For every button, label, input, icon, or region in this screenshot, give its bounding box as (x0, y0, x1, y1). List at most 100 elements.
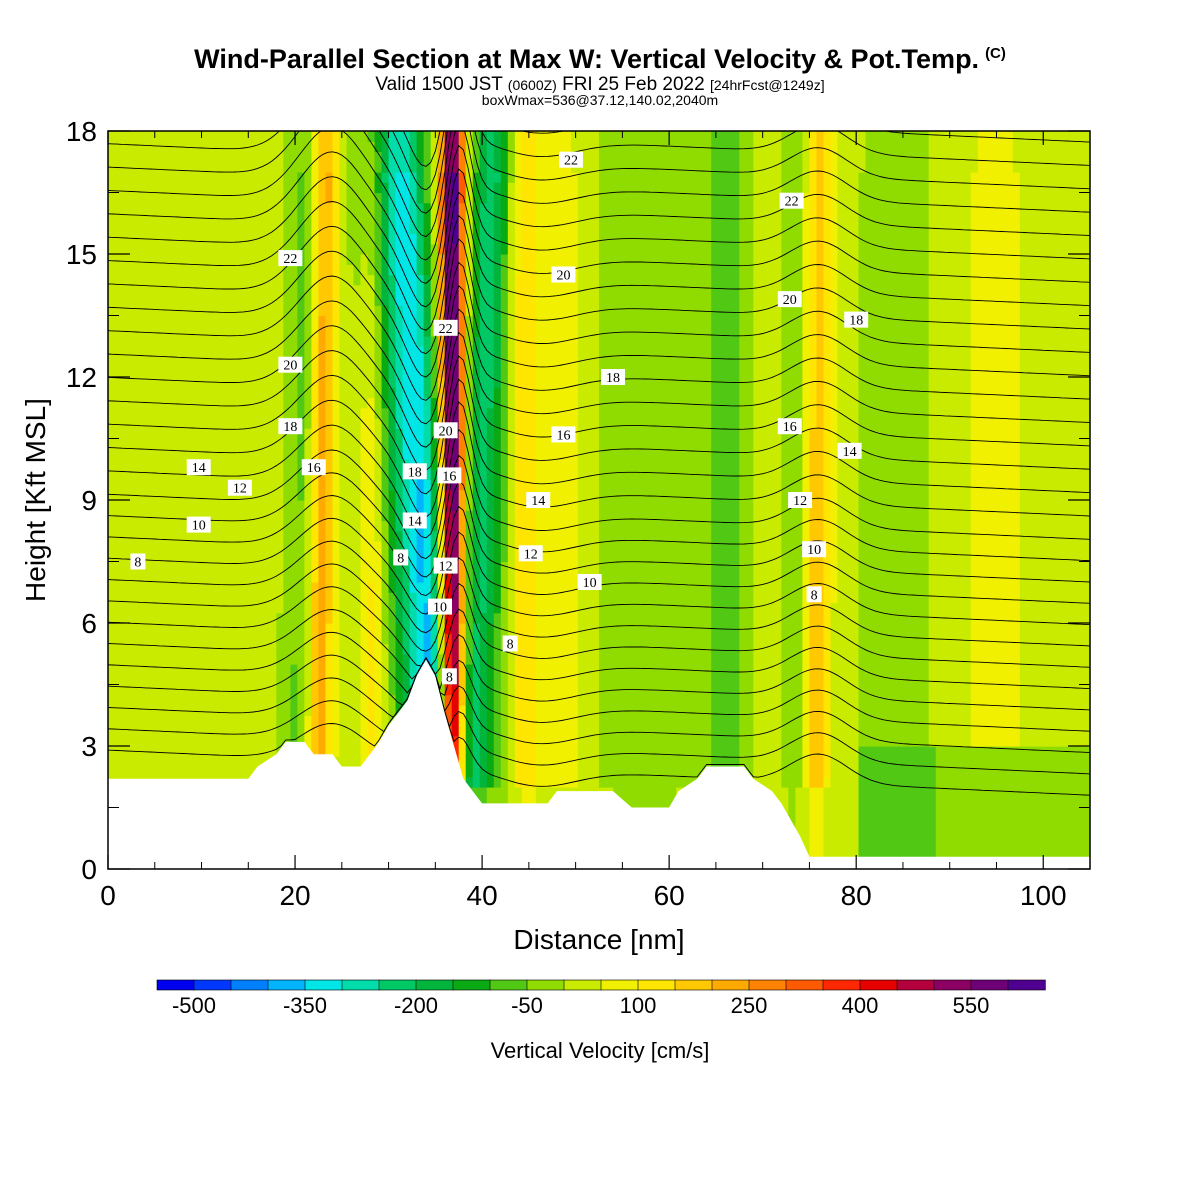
field-cell (528, 366, 537, 378)
field-cell (192, 735, 200, 747)
field-cell (129, 387, 137, 399)
field-cell (150, 582, 158, 593)
field-cell (227, 428, 235, 440)
field-cell (227, 756, 235, 768)
field-cell (430, 479, 439, 491)
field-cell (241, 366, 249, 378)
field-cell (220, 633, 228, 645)
field-cell (465, 274, 474, 286)
field-cell (248, 418, 256, 429)
field-cell (486, 315, 495, 327)
field-cell (262, 623, 270, 634)
field-cell (290, 448, 298, 460)
field-cell (493, 674, 502, 686)
field-cell (129, 264, 137, 276)
field-cell (234, 387, 242, 399)
field-cell (311, 202, 320, 214)
field-cell (108, 305, 116, 317)
field-cell (521, 674, 530, 686)
field-cell (514, 582, 523, 593)
field-cell (493, 161, 502, 173)
field-cell (360, 469, 369, 481)
field-cell (255, 305, 263, 317)
field-cell (507, 377, 516, 388)
field-cell (185, 705, 193, 716)
field-cell (395, 213, 404, 224)
field-cell (402, 233, 411, 245)
field-cell (472, 776, 481, 788)
field-cell (472, 448, 481, 460)
field-cell (514, 715, 523, 727)
field-cell (423, 213, 432, 224)
field-cell (528, 325, 537, 337)
field-cell (262, 223, 270, 235)
field-cell (486, 776, 495, 788)
field-cell (423, 469, 432, 481)
field-cell (290, 325, 298, 337)
field-cell (185, 141, 193, 153)
field-cell (549, 571, 558, 583)
field-cell (360, 633, 369, 645)
field-cell (206, 366, 214, 378)
field-cell (381, 571, 390, 583)
field-cell (115, 264, 123, 276)
field-cell (136, 582, 144, 593)
field-cell (283, 735, 291, 747)
field-cell (479, 428, 488, 440)
field-cell (164, 756, 172, 768)
field-cell (500, 705, 509, 716)
field-cell (458, 161, 467, 173)
field-cell (164, 510, 172, 522)
field-cell (311, 479, 320, 491)
field-cell (493, 295, 502, 306)
field-cell (129, 469, 137, 481)
field-cell (367, 274, 376, 286)
field-cell (563, 766, 572, 778)
field-cell (451, 551, 460, 563)
field-cell (521, 756, 530, 768)
field-cell (304, 182, 313, 194)
field-cell (395, 500, 404, 511)
field-cell (402, 213, 411, 224)
field-cell (381, 284, 390, 296)
field-cell (276, 653, 284, 665)
field-cell (311, 602, 320, 614)
field-cell (241, 582, 249, 593)
field-cell (122, 295, 130, 306)
field-cell (234, 510, 242, 522)
field-cell (227, 161, 235, 173)
field-cell (213, 131, 221, 142)
field-cell (213, 418, 221, 429)
field-cell (437, 674, 446, 686)
field-cell (542, 653, 551, 665)
field-cell (178, 674, 186, 686)
field-cell (311, 746, 320, 757)
field-cell (444, 520, 453, 532)
field-cell (430, 346, 439, 358)
field-cell (262, 571, 270, 583)
field-cell (199, 161, 207, 173)
field-cell (304, 735, 313, 747)
field-cell (528, 674, 537, 686)
field-cell (493, 223, 502, 235)
field-cell (423, 653, 432, 665)
field-cell (556, 489, 565, 501)
field-cell (269, 233, 277, 245)
field-cell (451, 264, 460, 276)
field-cell (479, 377, 488, 388)
field-cell (248, 366, 256, 378)
field-cell (199, 746, 207, 757)
field-cell (346, 602, 355, 614)
field-cell (472, 243, 481, 255)
field-cell (465, 664, 474, 675)
field-cell (290, 479, 298, 491)
field-cell (549, 541, 558, 552)
field-cell (458, 213, 467, 224)
field-cell (164, 274, 172, 286)
field-cell (591, 776, 600, 788)
field-cell (234, 151, 242, 163)
field-cell (514, 725, 523, 737)
field-cell (402, 633, 411, 645)
field-cell (234, 243, 242, 255)
field-cell (136, 295, 144, 306)
